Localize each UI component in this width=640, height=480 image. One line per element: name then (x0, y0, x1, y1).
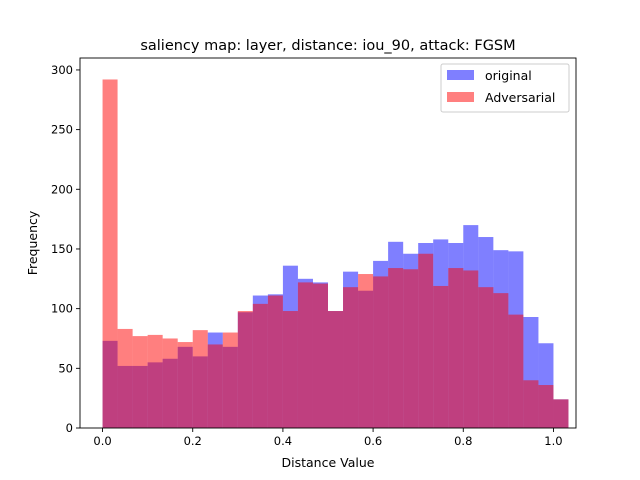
bar-adversarial-12 (282, 311, 298, 428)
bar-adversarial-26 (493, 293, 509, 428)
y-tick-label: 250 (51, 123, 73, 137)
y-tick-label: 50 (58, 361, 73, 375)
bar-adversarial-3 (147, 334, 163, 428)
y-tick-label: 300 (51, 63, 73, 77)
bar-adversarial-28 (523, 380, 539, 428)
bar-adversarial-19 (388, 268, 404, 428)
plot-frame (79, 57, 577, 429)
x-tick-label: 1.0 (544, 434, 562, 448)
x-tick-label: 0.2 (184, 434, 202, 448)
legend-label-adversarial: Adversarial (485, 90, 555, 105)
legend-swatch-original (447, 70, 474, 80)
bar-adversarial-29 (538, 385, 554, 428)
y-tick-label: 100 (51, 302, 73, 316)
y-tick-label: 150 (51, 242, 73, 256)
bar-adversarial-7 (207, 344, 223, 428)
bar-adversarial-0 (102, 79, 118, 428)
legend-swatch-adversarial (447, 92, 474, 102)
bar-adversarial-1 (117, 328, 133, 428)
y-axis-ticks: 0 50 100 150 200 250 300 (51, 63, 80, 435)
x-tick-label: 0.8 (454, 434, 472, 448)
bar-adversarial-5 (177, 342, 193, 428)
bar-adversarial-15 (328, 311, 344, 428)
bar-adversarial-25 (478, 287, 494, 428)
bar-adversarial-17 (358, 274, 374, 428)
x-axis-label: Distance Value (282, 455, 375, 470)
bar-adversarial-11 (267, 295, 283, 428)
bar-adversarial-10 (252, 303, 268, 428)
bar-adversarial-22 (433, 285, 449, 428)
bar-adversarial-23 (448, 268, 464, 428)
bar-adversarial-4 (162, 338, 178, 428)
bar-adversarial-18 (373, 276, 389, 428)
y-tick-label: 200 (51, 182, 73, 196)
series-adversarial-bars (102, 79, 569, 428)
chart-title: saliency map: layer, distance: iou_90, a… (140, 38, 515, 54)
x-tick-label: 0.0 (93, 434, 111, 448)
bar-adversarial-9 (237, 311, 253, 428)
x-tick-label: 0.4 (274, 434, 292, 448)
y-axis-label: Frequency (25, 210, 40, 275)
bar-adversarial-6 (192, 330, 208, 428)
bar-adversarial-2 (132, 336, 148, 428)
bar-adversarial-27 (508, 314, 524, 428)
bar-adversarial-14 (312, 283, 328, 428)
legend-label-original: original (485, 68, 532, 83)
bar-adversarial-30 (553, 399, 569, 428)
y-tick-label: 0 (66, 421, 73, 435)
legend: original Adversarial (440, 63, 570, 113)
x-tick-label: 0.6 (364, 434, 382, 448)
bar-adversarial-13 (297, 282, 313, 428)
bar-adversarial-16 (343, 287, 359, 428)
bar-adversarial-21 (418, 253, 434, 428)
bar-adversarial-24 (463, 270, 479, 428)
bar-adversarial-8 (222, 332, 238, 428)
bar-adversarial-20 (403, 269, 419, 428)
x-axis-ticks: 0.0 0.2 0.4 0.6 0.8 1.0 (93, 428, 563, 448)
